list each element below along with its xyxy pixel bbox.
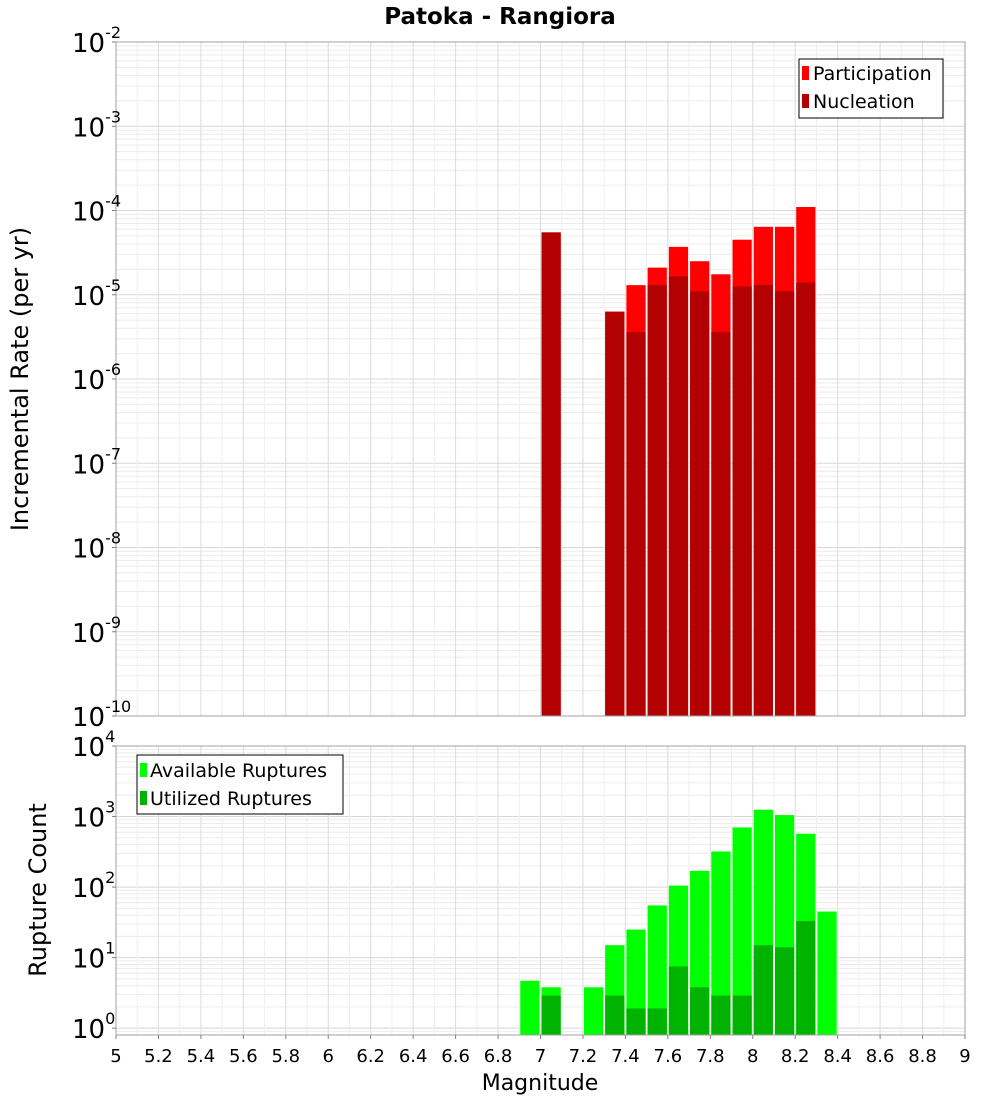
bar-available-ruptures — [520, 980, 540, 1035]
rate-plot-y-axis-label: Incremental Rate (per yr) — [6, 227, 34, 531]
bar-nucleation — [668, 276, 689, 716]
legend-swatch-participation — [802, 66, 809, 80]
count-plot-y-ticks: 100 101 102 103 104 — [72, 727, 116, 1045]
bar-nucleation — [626, 332, 646, 716]
count-plot-y-axis-label: Rupture Count — [24, 803, 52, 977]
bar-utilized-ruptures — [774, 947, 795, 1035]
bar-utilized-ruptures — [732, 995, 752, 1035]
x-tick-label: 8.4 — [823, 1046, 852, 1067]
y-tick-label: 102 — [72, 868, 115, 904]
legend-label-utilized-ruptures: Utilized Ruptures — [150, 788, 312, 810]
legend-swatch-utilized-ruptures — [140, 791, 147, 805]
count-plot: 100 101 102 103 104 5 5.2 5.4 5.6 5.8 6 6.2 6.4 6.6 6… — [24, 727, 971, 1096]
x-tick-label: 5 — [110, 1046, 121, 1067]
rate-plot-bars — [541, 207, 816, 716]
x-tick-label: 8.6 — [866, 1046, 895, 1067]
legend-label-participation: Participation — [813, 63, 932, 85]
y-tick-label: 104 — [72, 727, 115, 763]
y-tick-label: 10-10 — [72, 697, 131, 733]
y-tick-label: 10-6 — [72, 360, 121, 396]
legend-label-available-ruptures: Available Ruptures — [150, 760, 327, 782]
x-tick-label: 7 — [535, 1046, 546, 1067]
x-tick-label: 9 — [959, 1046, 970, 1067]
legend-swatch-nucleation — [802, 94, 809, 108]
bar-utilized-ruptures — [605, 995, 625, 1035]
x-tick-label: 7.4 — [611, 1046, 640, 1067]
count-plot-x-ticks: 5 5.2 5.4 5.6 5.8 6 6.2 6.4 6.6 6.8 7 7.2 7.4 7.6 7.8 8… — [110, 1035, 971, 1067]
y-tick-label: 10-7 — [72, 444, 121, 480]
bar-utilized-ruptures — [796, 921, 816, 1035]
x-tick-label: 5.8 — [271, 1046, 300, 1067]
chart-title: Patoka - Rangiora — [384, 4, 616, 30]
bar-available-ruptures — [732, 827, 752, 1035]
x-tick-label: 6.6 — [441, 1046, 470, 1067]
bar-utilized-ruptures — [626, 1008, 646, 1035]
bar-nucleation — [541, 232, 561, 716]
x-tick-label: 7.8 — [696, 1046, 725, 1067]
bar-available-ruptures — [583, 987, 604, 1035]
bar-utilized-ruptures — [753, 945, 773, 1035]
bar-nucleation — [753, 285, 773, 716]
bar-available-ruptures — [647, 905, 667, 1035]
x-tick-label: 5.2 — [144, 1046, 173, 1067]
x-tick-label: 6.8 — [484, 1046, 513, 1067]
count-plot-bars — [520, 809, 837, 1035]
y-tick-label: 10-8 — [72, 529, 121, 565]
rate-plot-y-ticks: 10-10 10-9 10-8 10-7 10-6 10-5 10-4 10-3 10-2 — [72, 23, 131, 733]
bar-nucleation — [647, 285, 667, 716]
bar-available-ruptures — [711, 851, 731, 1035]
bar-utilized-ruptures — [690, 987, 710, 1035]
rate-plot: 10-10 10-9 10-8 10-7 10-6 10-5 10-4 10-3 10-2 In… — [6, 23, 966, 733]
bar-utilized-ruptures — [668, 966, 689, 1035]
bar-nucleation — [732, 286, 752, 716]
y-tick-label: 103 — [72, 798, 115, 834]
y-tick-label: 10-3 — [72, 107, 121, 143]
y-tick-label: 101 — [72, 939, 115, 975]
legend-swatch-available-ruptures — [140, 763, 147, 777]
count-plot-legend: Available Ruptures Utilized Ruptures — [136, 754, 344, 815]
rate-plot-legend: Participation Nucleation — [798, 58, 944, 119]
y-tick-label: 10-9 — [72, 613, 121, 649]
legend-label-nucleation: Nucleation — [813, 91, 915, 113]
bar-utilized-ruptures — [541, 995, 561, 1035]
x-tick-label: 6.4 — [399, 1046, 428, 1067]
y-tick-label: 10-2 — [72, 23, 121, 59]
y-tick-label: 100 — [72, 1009, 115, 1045]
count-legend-box — [136, 754, 344, 815]
y-tick-label: 10-5 — [72, 276, 121, 312]
x-tick-label: 5.4 — [187, 1046, 216, 1067]
x-tick-label: 7.6 — [654, 1046, 683, 1067]
bar-nucleation — [796, 282, 816, 716]
x-tick-label: 6 — [323, 1046, 334, 1067]
bar-available-ruptures — [817, 911, 837, 1035]
x-axis-label: Magnitude — [482, 1071, 599, 1096]
x-tick-label: 7.2 — [569, 1046, 598, 1067]
bar-utilized-ruptures — [647, 1008, 667, 1035]
bar-utilized-ruptures — [711, 995, 731, 1035]
bar-nucleation — [711, 332, 731, 716]
x-tick-label: 8.8 — [908, 1046, 937, 1067]
y-tick-label: 10-4 — [72, 192, 121, 228]
x-tick-label: 8 — [747, 1046, 758, 1067]
x-tick-label: 8.2 — [781, 1046, 810, 1067]
rate-legend-box — [798, 58, 944, 119]
bar-nucleation — [774, 291, 795, 716]
bar-nucleation — [690, 291, 710, 716]
rate-plot-grid — [115, 42, 966, 717]
x-tick-label: 6.2 — [356, 1046, 385, 1067]
bar-nucleation — [605, 311, 625, 716]
x-tick-label: 5.6 — [229, 1046, 258, 1067]
